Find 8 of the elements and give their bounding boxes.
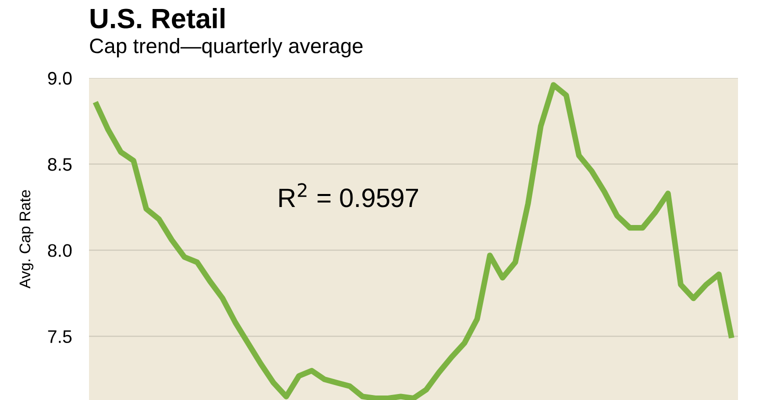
y-axis-title: Avg. Cap Rate [20, 190, 34, 289]
annotation: R$^{2}$ = 0.9597 [279, 183, 418, 208]
chart-subtitle: Cap trend—quarterly average [90, 38, 363, 58]
y-tick-label: 8.5 [48, 158, 72, 171]
chart-title: U.S. Retail [90, 8, 224, 28]
y-tick-label: 9.0 [48, 72, 72, 85]
y-tick-label: 7.5 [48, 330, 72, 344]
y-tick-label: 8.0 [48, 244, 72, 257]
